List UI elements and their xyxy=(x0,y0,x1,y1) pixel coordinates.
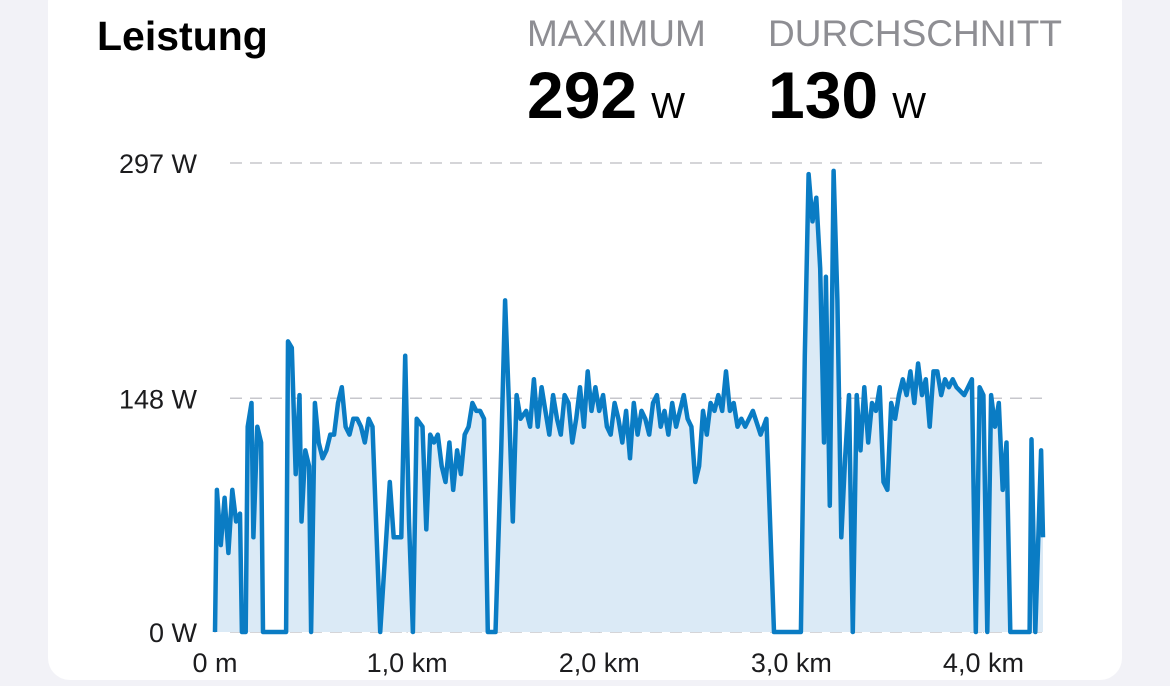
x-tick-label: 0 m xyxy=(192,648,237,678)
x-tick-label: 4,0 km xyxy=(943,648,1024,678)
y-tick-label: 297 W xyxy=(119,149,198,179)
stat-value: 130 xyxy=(768,58,878,132)
stat-unit: W xyxy=(651,85,685,126)
stat-label: DURCHSCHNITT xyxy=(768,13,1062,54)
y-tick-label: 148 W xyxy=(119,384,198,414)
stat-unit: W xyxy=(892,85,926,126)
x-tick-label: 1,0 km xyxy=(367,648,448,678)
y-tick-label: 0 W xyxy=(149,618,198,648)
stat-label: MAXIMUM xyxy=(527,13,706,54)
line xyxy=(212,168,1046,635)
chart-title: Leistung xyxy=(97,13,268,59)
stat-value: 292 xyxy=(527,58,637,132)
x-tick-label: 3,0 km xyxy=(751,648,832,678)
x-tick-label: 2,0 km xyxy=(559,648,640,678)
